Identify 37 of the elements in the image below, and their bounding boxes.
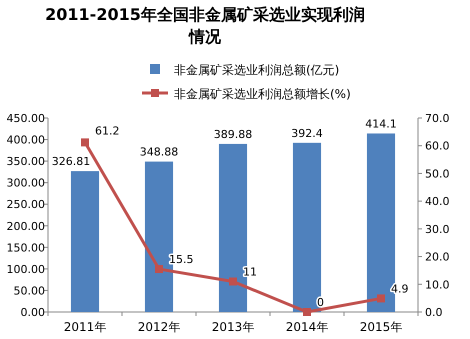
point: [377, 294, 385, 302]
data-label: 392.4: [291, 126, 323, 140]
x-tick-label: 2012年: [138, 320, 180, 334]
data-label: 326.81: [52, 155, 90, 168]
y2-tick-label: 70.0: [425, 112, 450, 125]
point: [229, 278, 237, 286]
data-label: 389.88: [214, 128, 252, 141]
x-tick-label: 2011年: [64, 320, 106, 334]
y2-tick-label: 50.0: [425, 167, 450, 180]
y-tick-label: 200.00: [6, 220, 45, 233]
y2-tick-label: 20.0: [425, 250, 450, 264]
chart-title: 2011-2015年全国非金属矿采选业实现利润情况: [44, 4, 366, 48]
y-tick-label: 400.00: [6, 134, 45, 147]
y2-tick-label: 30.0: [425, 222, 450, 236]
y2-tick-label: 10.0: [425, 278, 450, 292]
y-tick-label: 450.00: [6, 112, 45, 125]
x-tick-label: 2013年: [212, 320, 254, 334]
point: [303, 308, 311, 316]
y-tick-label: 350.00: [6, 155, 45, 168]
x-tick-label: 2014年: [286, 320, 328, 334]
y-tick-label: 50.00: [14, 284, 45, 298]
point: [81, 138, 89, 146]
data-label: 348.88: [140, 146, 178, 159]
data-label: 414.1: [365, 117, 397, 130]
y2-tick-label: 0.0: [425, 306, 442, 319]
y2-tick-label: 60.0: [425, 140, 450, 153]
point: [155, 265, 163, 274]
y-tick-label: 0.00: [20, 306, 45, 319]
y-tick-label: 250.00: [6, 198, 45, 212]
y-tick-label: 100.00: [6, 262, 45, 276]
legend-label: 非金属矿采选业利润总额增长(%): [174, 87, 351, 101]
data-label: 61.2: [95, 124, 120, 138]
y2-tick-label: 40.0: [425, 195, 450, 208]
legend-label: 非金属矿采选业利润总额(亿元): [174, 63, 340, 77]
y-tick-label: 300.00: [6, 176, 45, 190]
x-tick-label: 2015年: [360, 320, 402, 334]
y-tick-label: 150.00: [6, 241, 45, 254]
